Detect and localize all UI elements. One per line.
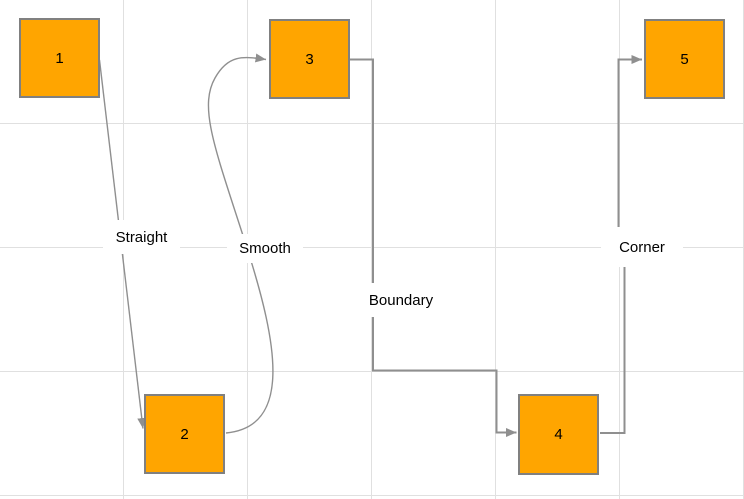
edge-boundary[interactable]: [350, 58, 517, 437]
edge-corner-lower[interactable]: [600, 250, 626, 434]
node-4-label: 4: [554, 426, 563, 443]
edge-label-smooth[interactable]: Smooth: [227, 234, 303, 263]
node-5-label: 5: [680, 50, 689, 68]
node-5[interactable]: 5: [644, 19, 725, 99]
node-3-label: 3: [305, 50, 314, 68]
node-2-label: 2: [180, 425, 189, 443]
edge-corner-upper[interactable]: [617, 55, 643, 251]
edge-label-straight[interactable]: Straight: [103, 220, 180, 254]
node-1[interactable]: 1: [19, 18, 100, 98]
edge-label-boundary[interactable]: Boundary: [359, 283, 443, 317]
node-3[interactable]: 3: [269, 19, 350, 99]
node-2[interactable]: 2: [144, 394, 225, 474]
node-1-label: 1: [55, 49, 64, 67]
node-4[interactable]: 4: [518, 394, 599, 475]
edge-smooth[interactable]: [207, 53, 274, 434]
edge-label-corner[interactable]: Corner: [601, 227, 683, 267]
